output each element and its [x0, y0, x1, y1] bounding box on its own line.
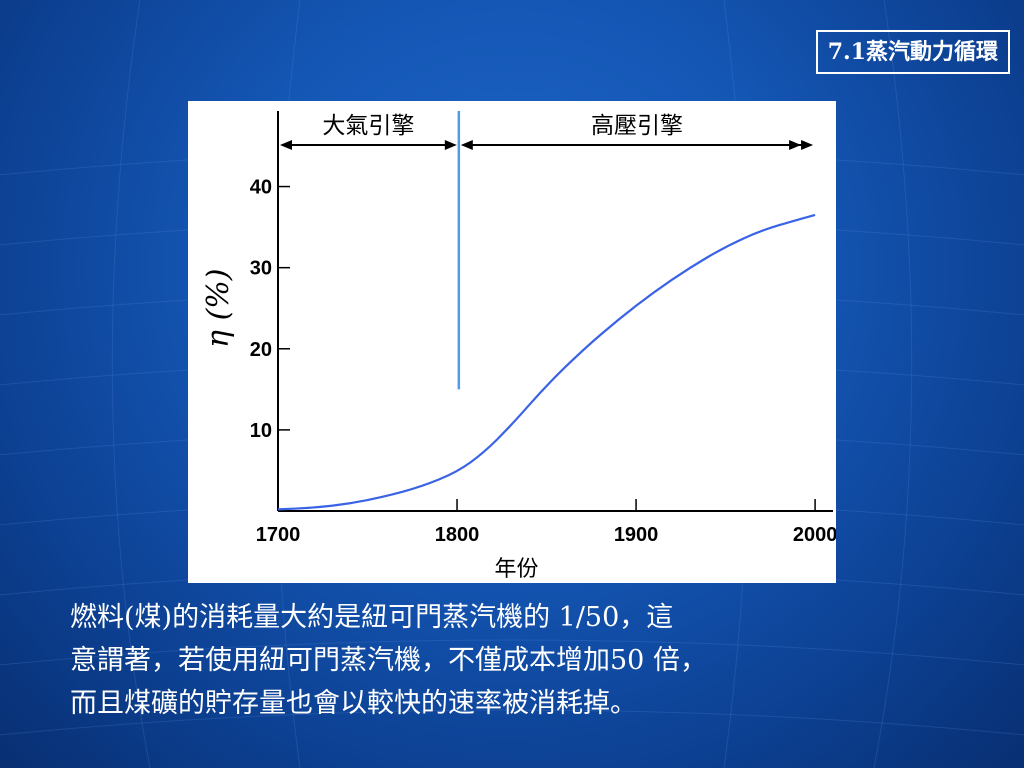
y-tick-label-10: 10 — [250, 420, 272, 442]
section-title: 7.1蒸汽動力循環 — [815, 30, 1010, 74]
chart-svg: 1700 1800 1900 2000 10 20 30 40 年份 η (%) 大氣引擎 高壓引擎 — [201, 111, 836, 582]
caption-line-3: 而且煤礦的貯存量也會以較快的速率被消耗掉。 — [70, 688, 637, 719]
efficiency-chart: 1700 1800 1900 2000 10 20 30 40 年份 η (%) 大氣引擎 高壓引擎 — [188, 101, 836, 583]
caption-line-2: 意謂著，若使用紐可門蒸汽機，不僅成本增加50 倍， — [70, 645, 707, 676]
era-label-2: 高壓引擎 — [591, 113, 683, 139]
y-tick-label-20: 20 — [250, 339, 272, 361]
era-arrowhead-right-1 — [444, 140, 457, 150]
era-arrowhead-right-double — [789, 140, 802, 150]
x-tick-label-1800: 1800 — [435, 524, 480, 546]
y-axis-label: η (%) — [201, 269, 236, 348]
x-tick-label-1700: 1700 — [256, 524, 301, 546]
caption-text: 燃料(煤)的消耗量大約是紐可門蒸汽機的 1/50，這 意謂著，若使用紐可門蒸汽機… — [70, 596, 1000, 725]
x-tick-label-2000: 2000 — [793, 524, 836, 546]
x-axis-label: 年份 — [495, 557, 539, 582]
y-tick-label-40: 40 — [250, 177, 272, 199]
era-arrowhead-right-2 — [801, 140, 814, 150]
efficiency-curve — [277, 213, 816, 511]
era-label-1: 大氣引擎 — [322, 113, 414, 139]
era-arrowhead-left-2 — [460, 140, 473, 150]
caption-line-1: 燃料(煤)的消耗量大約是紐可門蒸汽機的 1/50，這 — [70, 602, 674, 633]
y-tick-label-30: 30 — [250, 258, 272, 280]
x-tick-label-1900: 1900 — [614, 524, 659, 546]
era-arrowhead-left-1 — [280, 140, 292, 150]
